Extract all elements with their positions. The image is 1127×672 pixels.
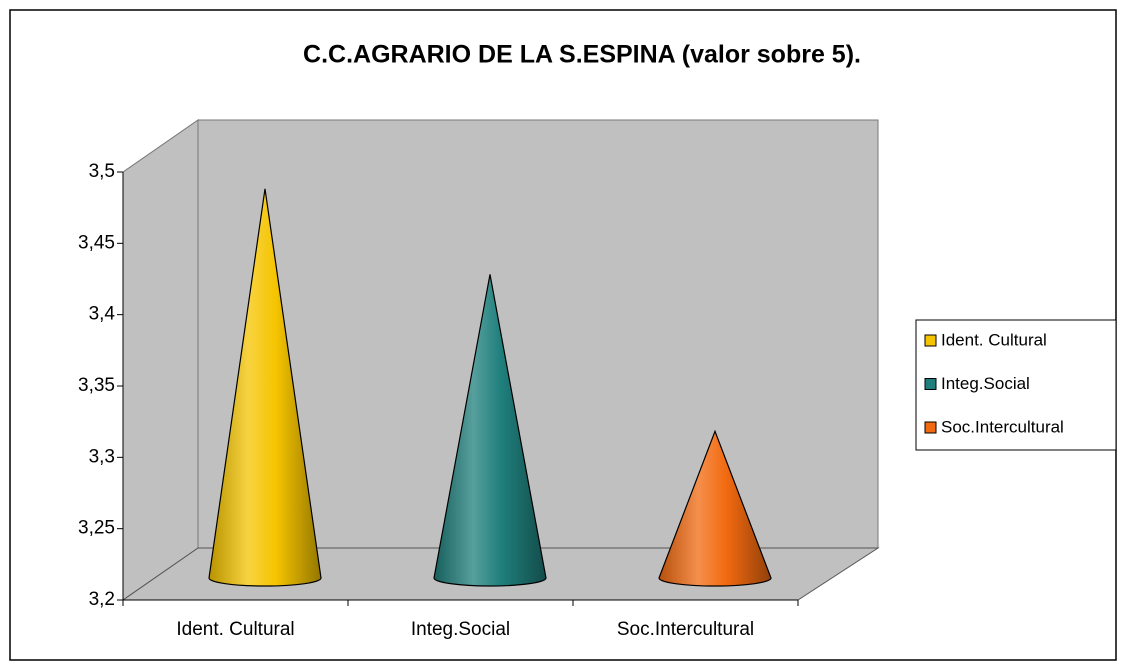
cone	[208, 188, 322, 587]
y-tick-label: 3,45	[78, 232, 115, 253]
y-tick-label: 3,5	[89, 161, 115, 182]
legend-swatch	[924, 334, 937, 347]
y-tick-label: 3,25	[78, 518, 115, 539]
cone	[658, 429, 772, 587]
legend-swatch	[924, 378, 937, 390]
x-tick-label: Ident. Cultural	[176, 619, 294, 640]
legend-swatch	[924, 421, 937, 434]
legend-label: Ident. Cultural	[941, 330, 1047, 349]
back-wall	[197, 119, 879, 549]
y-tick-label: 3,35	[78, 375, 115, 396]
y-tick-label: 3,4	[89, 304, 116, 325]
legend-label: Soc.Intercultural	[941, 417, 1064, 436]
x-tick-label: Integ.Social	[411, 619, 510, 640]
legend-label: Integ.Social	[941, 374, 1030, 393]
x-tick-label: Soc.Intercultural	[617, 619, 754, 640]
side-wall	[122, 119, 199, 601]
legend	[915, 319, 1117, 451]
cone	[433, 274, 547, 587]
chart-title: C.C.AGRARIO DE LA S.ESPINA (valor sobre …	[303, 41, 861, 69]
y-tick-label: 3,3	[89, 446, 115, 467]
y-tick-label: 3,2	[89, 589, 115, 610]
